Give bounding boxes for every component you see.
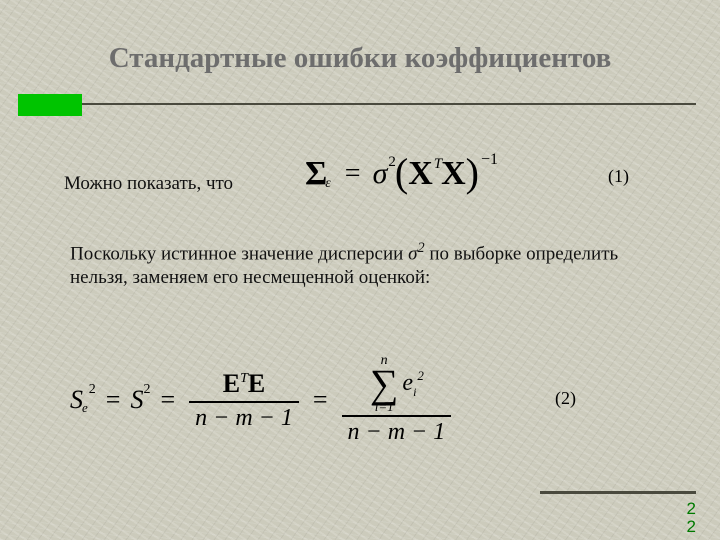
f2-frac2-den: n − m − 1: [342, 417, 452, 448]
f2-frac2-num: n ∑ i=1 ei2: [364, 352, 429, 415]
f2-supT: T: [240, 371, 248, 386]
f2-frac1: ETE n − m − 1: [189, 367, 299, 434]
page-number-line1: 2: [687, 500, 696, 518]
f2-ei: ei2: [402, 370, 423, 397]
formula1-X1: X: [408, 155, 433, 193]
f2-frac2: n ∑ i=1 ei2 n − m − 1: [342, 352, 452, 448]
page-number-line2: 2: [687, 518, 696, 536]
f2-eq3: =: [303, 385, 338, 415]
intro-text: Можно показать, что: [64, 172, 294, 196]
formula1-sigma: σ: [373, 157, 388, 191]
f2-eq2: =: [150, 385, 185, 415]
f2-sup2b: 2: [143, 382, 150, 398]
bottom-rule: [540, 491, 696, 494]
sigma-sup2: 2: [417, 240, 424, 256]
f2-sup2c: 2: [417, 368, 424, 383]
title-container: Стандартные ошибки коэффициентов: [0, 42, 720, 75]
formula1-sub-eps: ε: [325, 176, 331, 192]
formula-2: S e 2 = S 2 = ETE n − m − 1 = n ∑ i=1 ei…: [70, 340, 455, 460]
formula1-X2: X: [441, 155, 466, 193]
f2-sub-i: i: [413, 385, 416, 399]
formula1-rparen: ): [466, 149, 479, 196]
f2-sum-symbol: ∑: [370, 368, 399, 400]
f2-E2: E: [248, 369, 265, 398]
f2-sum-bottom: i=1: [375, 400, 394, 413]
accent-block: [18, 94, 82, 116]
formula-1: Σ ε = σ 2 ( X T X ) −1: [305, 146, 496, 202]
accent-rule: [82, 103, 696, 105]
f2-S2: S: [130, 385, 143, 415]
f2-sum: n ∑ i=1: [370, 354, 399, 413]
f2-eq1: =: [96, 385, 131, 415]
formula1-number: (1): [608, 166, 629, 187]
formula1-lparen: (: [395, 149, 408, 196]
page-number: 2 2: [687, 500, 696, 536]
slide-root: Стандартные ошибки коэффициентов Можно п…: [0, 0, 720, 540]
f2-frac1-num: ETE: [217, 367, 271, 401]
slide-title: Стандартные ошибки коэффициентов: [109, 42, 612, 75]
formula1-Sigma: Σ: [305, 155, 327, 193]
f2-E1: E: [223, 369, 240, 398]
f2-frac1-den: n − m − 1: [189, 403, 299, 434]
f2-e: e: [402, 370, 413, 396]
formula1-sup-minus1: −1: [481, 151, 498, 169]
explanation-text: Поскольку истинное значение дисперсии σ2…: [70, 240, 650, 290]
formula1-supT: T: [434, 156, 442, 173]
explain-before: Поскольку истинное значение дисперсии: [70, 243, 408, 264]
formula1-equals: =: [333, 158, 373, 190]
f2-sup2a: 2: [89, 382, 96, 398]
f2-sub-e: e: [82, 400, 88, 416]
formula2-number: (2): [555, 388, 576, 409]
